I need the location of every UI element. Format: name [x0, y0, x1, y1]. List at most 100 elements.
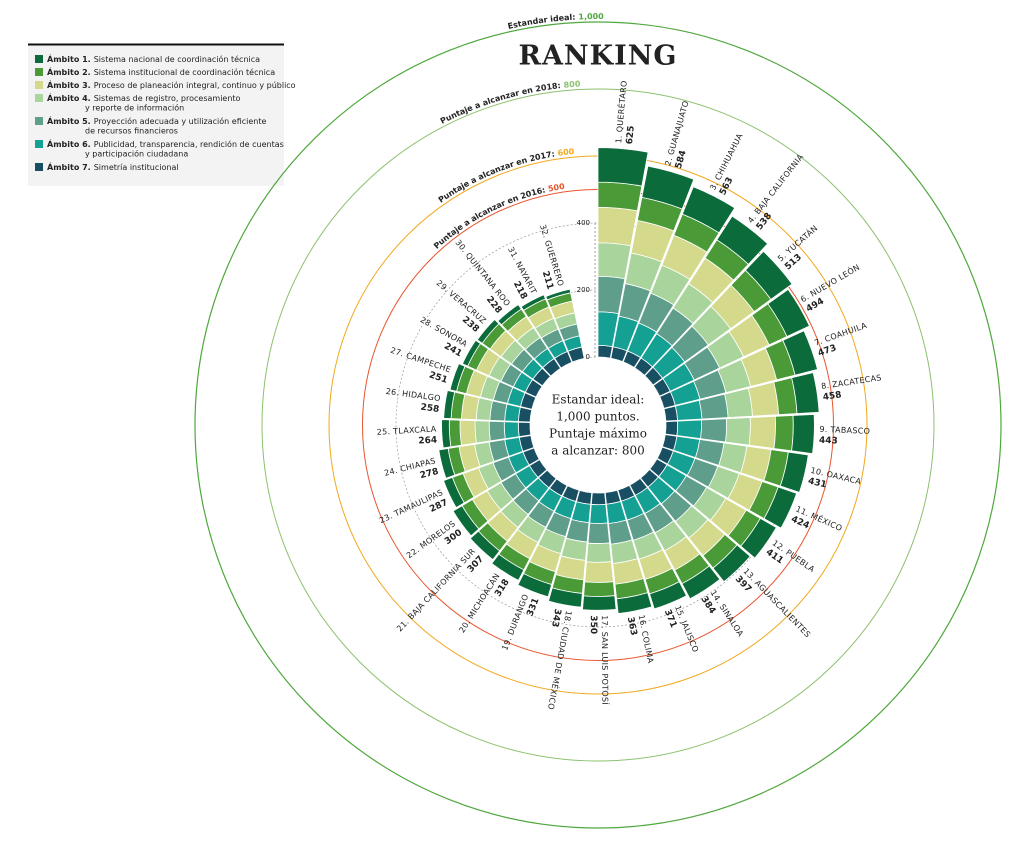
bar-segment	[517, 573, 553, 598]
reference-label: Estandar ideal: 1,000	[507, 11, 604, 30]
reference-label-text: Puntaje a alcanzar en 2018:	[439, 81, 562, 126]
legend-desc: Proyección adecuada y utilización eficie…	[94, 116, 267, 126]
reference-circle	[261, 88, 935, 762]
bar-segment	[474, 420, 491, 444]
bar-segment	[517, 406, 533, 423]
bar-segment	[443, 390, 456, 420]
bar-segment	[779, 451, 809, 493]
category-total: 278	[419, 467, 440, 481]
center-text: Puntaje máximo	[549, 427, 647, 441]
bar-segment	[503, 421, 520, 440]
center-text: Estandar ideal:	[552, 393, 645, 407]
bar-segment	[597, 147, 649, 187]
legend-name: Ámbito 2.	[47, 66, 91, 77]
bar-segment	[700, 418, 728, 443]
legend-swatch	[35, 55, 43, 63]
bar-segment	[724, 387, 753, 418]
bar-segment	[449, 363, 466, 392]
bar-segment	[681, 565, 721, 600]
legend-swatch	[35, 94, 43, 102]
radial-tick-label: 0	[586, 353, 590, 361]
bar-segment	[476, 318, 500, 344]
legend-desc: Simetría institucional	[94, 163, 179, 172]
category-name: 26. HIDALGO	[385, 387, 441, 403]
bar-segment	[616, 592, 653, 614]
bar-segment	[489, 400, 508, 422]
bar-segment	[438, 448, 456, 479]
category-total: 431	[807, 476, 828, 490]
category-name: 8. ZACATECAS	[821, 373, 883, 391]
legend-name: Ámbito 1.	[47, 53, 91, 64]
category-name: 4. BAJA CALIFORNIA	[746, 152, 805, 225]
bar-segment	[748, 415, 776, 449]
bar-segment	[469, 530, 501, 561]
bar-segment	[676, 419, 702, 440]
bar-segment	[497, 304, 522, 326]
category-total: 258	[420, 403, 440, 415]
legend-name: Ámbito 3.	[47, 79, 91, 90]
legend-desc: Sistema nacional de coordinación técnica	[94, 54, 260, 64]
category-name: 9. TABASCO	[819, 425, 870, 436]
legend-swatch	[35, 81, 43, 89]
legend-name: Ámbito 6.	[47, 138, 91, 149]
bar-segment	[452, 505, 480, 537]
legend-entry: Ámbito 6. Publicidad, transparencia, rend…	[47, 138, 284, 149]
legend-desc: y participación ciudadana	[85, 149, 188, 159]
legend-name: Ámbito 4.	[47, 92, 91, 103]
category-total: 443	[819, 436, 838, 447]
bar-segment	[587, 522, 611, 544]
bar-segment	[589, 503, 609, 524]
reference-label-value: 1,000	[578, 11, 604, 20]
radial-tick-label: 200	[577, 286, 590, 294]
bar-segment	[443, 476, 465, 509]
category-name: 17. SAN LUIS POTOSÍ	[600, 615, 612, 705]
center-text: 1,000 puntos.	[556, 410, 639, 424]
bar-segment	[767, 288, 810, 338]
category-total: 343	[549, 608, 562, 628]
reference-label-text: Estandar ideal:	[507, 12, 576, 30]
legend-desc: de recursos financieros	[85, 127, 178, 136]
bar-segment	[448, 419, 462, 448]
bar-segment	[716, 215, 769, 265]
bar-segment	[664, 420, 679, 436]
bar-segment	[725, 417, 751, 446]
legend-desc: Sistemas de registro, procesamiento	[94, 94, 241, 103]
bar-segment	[441, 419, 452, 449]
category-name: 29. VERACRUZ	[435, 278, 488, 325]
bar-segment	[641, 165, 695, 210]
category-name: 7. COAHUILA	[813, 321, 868, 348]
bar-segment	[545, 288, 572, 301]
bar-segment	[681, 186, 736, 234]
legend-swatch	[35, 140, 43, 148]
legend-desc: Proceso de planeación integral, continuo…	[94, 80, 296, 90]
bar-segment	[520, 294, 546, 311]
legend-entry: Ámbito 2. Sistema institucional de coordi…	[47, 66, 275, 77]
bar-segment	[491, 553, 525, 581]
reference-label-value: 800	[563, 79, 581, 89]
chart-title: RANKING	[519, 41, 678, 72]
bar-segment	[583, 581, 616, 597]
category-name: 19. DURANGO	[500, 593, 530, 652]
reference-label-value: 600	[557, 146, 575, 157]
reference-label-value: 500	[547, 181, 566, 193]
legend-entry: Ámbito 3. Proceso de planeación integral,…	[47, 79, 296, 90]
category-name: 20. MICHOACÁN	[456, 571, 502, 635]
category-total: 264	[418, 436, 437, 447]
category-total: 458	[822, 390, 842, 403]
legend-desc: y reporte de información	[85, 103, 184, 113]
